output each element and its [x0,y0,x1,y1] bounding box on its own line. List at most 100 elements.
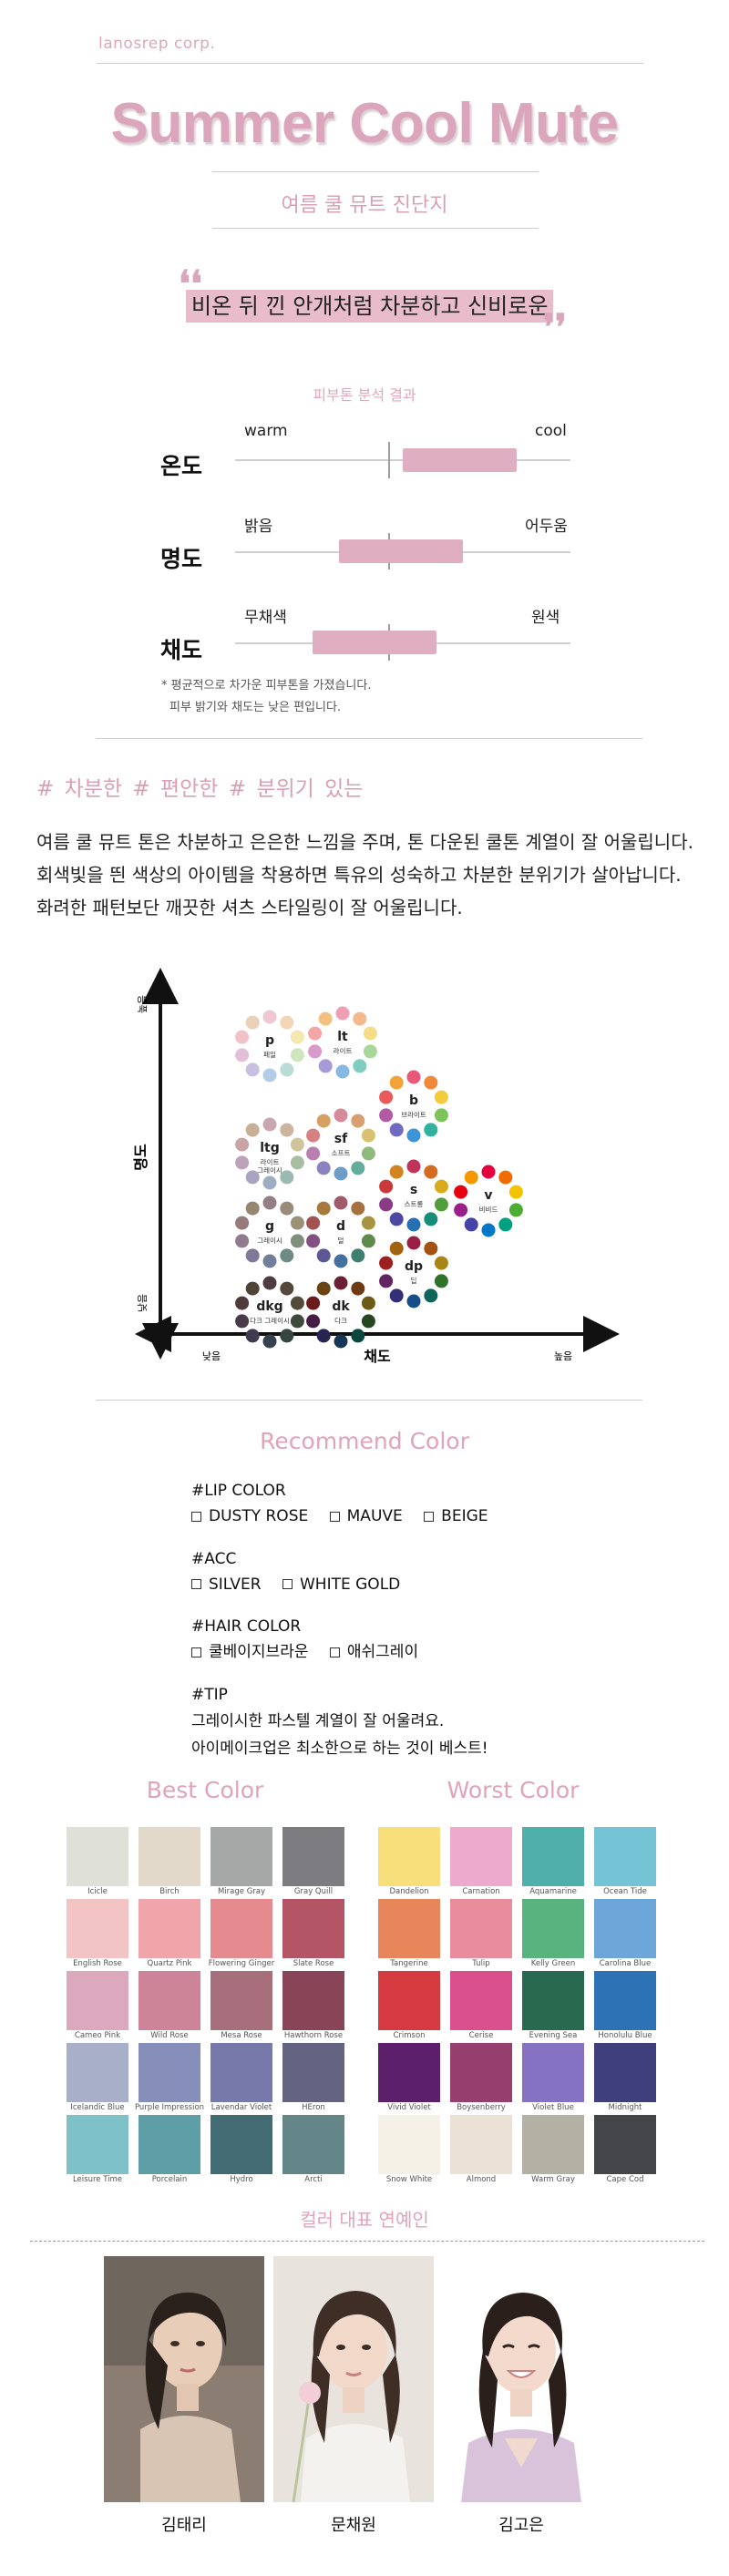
swatch-name: Warm Gray [531,2175,575,2184]
tone-color-dot [280,1281,294,1296]
swatch-name: Dandelion [389,1887,429,1896]
color-swatch: Porcelain [139,2115,200,2184]
tone-color-dot [498,1217,513,1232]
scale-right-label: 원색 [531,609,560,627]
tone-color-dot [306,1128,321,1143]
tone-color-dot [379,1179,394,1194]
color-swatch: Carolina Blue [594,1899,656,1968]
swatch-name: Aquamarine [529,1887,577,1896]
color-swatch: Kelly Green [522,1899,584,1968]
tone-ring-p: p 페일 [235,1010,304,1083]
header-divider [97,63,643,64]
tone-color-dot [379,1197,394,1212]
tone-color-dot [434,1179,448,1194]
tone-color-dot [290,1216,304,1230]
report-header: lanosrep corp. Summer Cool Mute 여름 쿨 뮤트 … [0,0,729,241]
analysis-note-line: 피부 밝기와 채도는 낮은 편입니다. [169,701,342,714]
swatch-name: Carolina Blue [599,1959,652,1968]
scale-left-label: 무채색 [244,609,287,627]
scale-label: 명도 [160,546,203,572]
tone-color-dot [481,1165,496,1179]
swatch-chip [210,1971,272,2030]
swatch-name: Carnation [462,1887,500,1896]
tone-ring-b: b 브라이트 [379,1070,448,1143]
swatch-chip [67,1827,128,1886]
best-color-palette: Icicle Birch Mirage Gray Gray Quill English … [67,1827,356,2191]
color-swatch: Hydro [210,2115,272,2184]
tone-color-dot [424,1241,438,1256]
tone-color-dot [290,1296,304,1310]
tone-color-dot [335,1006,350,1021]
tone-ring-lt: lt 라이트 [308,1006,377,1079]
tone-ring-dkg: dkg 다크 그레이시 [235,1276,304,1349]
tone-color-dot [245,1248,260,1263]
scale-label: 채도 [160,637,203,663]
tone-color-dot [235,1030,250,1044]
swatch-name: Cape Cod [606,2175,644,2184]
color-swatch: Quartz Pink [139,1899,200,1968]
tone-color-dot [280,1123,294,1137]
swatch-name: Evening Sea [529,2031,578,2040]
swatch-chip [450,2043,512,2102]
swatch-chip [139,1899,200,1958]
swatch-name: Almond [466,2175,497,2184]
page-title: Summer Cool Mute [110,92,619,155]
color-swatch: Cerise [450,1971,512,2040]
tone-color-dot [361,1146,375,1161]
scale-left-label: 밝음 [244,518,273,536]
swatch-name: English Rose [73,1959,122,1968]
tone-color-dot [379,1090,394,1104]
tone-color-dot [245,1015,260,1030]
checkbox-icon [191,1511,201,1522]
swatch-chip [282,2043,344,2102]
tone-color-dot [363,1026,377,1041]
tone-color-dot [335,1064,350,1079]
tone-color-dot [308,1026,323,1041]
tone-color-dot [334,1108,348,1123]
color-swatch: Honolulu Blue [594,1971,656,2040]
recommend-item: MAUVE [329,1504,403,1529]
swatch-chip [450,1827,512,1886]
y-axis-label: 명도 [132,1144,149,1171]
celebrity-portrait-image [273,2256,434,2502]
tone-color-dot [245,1329,260,1343]
tone-name-label: 페일 [263,1050,276,1059]
tone-color-dot [379,1274,394,1288]
scale-right-label: 어두움 [525,518,568,536]
tone-color-dot [316,1201,331,1216]
tone-color-dot [316,1281,331,1296]
color-swatch: Evening Sea [522,1971,584,2040]
dashed-divider [30,2241,704,2242]
tone-color-dot [406,1128,421,1143]
scale-saturation: 무채색 원색 채도 [0,599,729,690]
tone-color-dot [280,1248,294,1263]
recommend-item: 애쉬그레이 [329,1639,418,1665]
lip-color-group: #LIP COLOR DUSTY ROSE MAUVE BEIGE [191,1478,647,1530]
swatch-name: HEron [302,2103,325,2112]
tone-color-dot [434,1090,448,1104]
swatch-name: Kelly Green [530,1959,576,1968]
tone-color-dot [235,1048,250,1062]
swatch-chip [522,2115,584,2174]
swatch-name: Vivid Violet [387,2103,431,2112]
color-swatch: HEron [282,2043,344,2112]
tone-color-dot [406,1217,421,1232]
tone-color-dot [280,1015,294,1030]
swatch-name: Mesa Rose [221,2031,262,2040]
tone-color-dot [318,1011,333,1026]
swatch-chip [67,1899,128,1958]
color-swatch: Mirage Gray [210,1827,272,1896]
tone-code-label: ltg [260,1141,280,1155]
swatch-name: Hydro [230,2175,253,2184]
tone-name-label: 덜 [338,1237,344,1245]
swatch-chip [522,1827,584,1886]
subtitle-divider-top [212,171,539,172]
tone-color-dot [306,1314,321,1329]
tone-color-dot [351,1201,365,1216]
tone-ring-dp: dp 딥 [379,1236,448,1309]
tone-color-dot [351,1248,365,1263]
tone-color-dot [290,1234,304,1248]
tone-color-dot [290,1048,304,1062]
tone-color-dot [353,1011,367,1026]
tone-color-dot [334,1254,348,1268]
